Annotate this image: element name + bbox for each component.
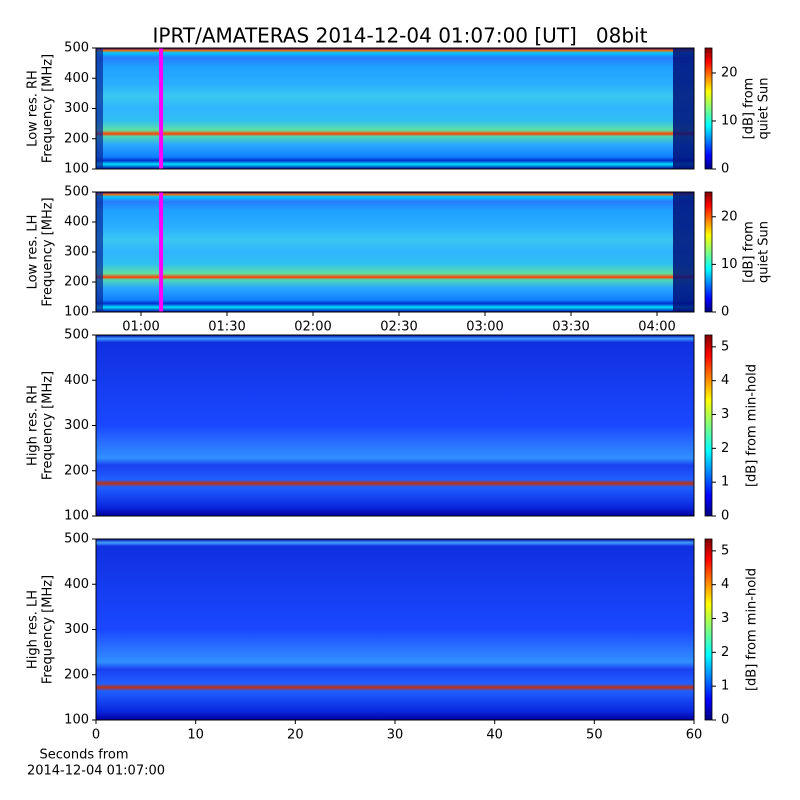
spectrogram-edge [96, 192, 103, 312]
spectrogram [96, 335, 694, 516]
y-tick-label: 300 [64, 622, 89, 637]
y-tick-label: 300 [64, 418, 89, 433]
chart-title: IPRT/AMATERAS 2014-12-04 01:07:00 [UT] 0… [153, 24, 648, 48]
colorbar-label: [dB] from [742, 221, 757, 283]
colorbar [704, 191, 713, 313]
x-tick-label: 10 [187, 728, 204, 743]
colorbar-label: [dB] from [742, 78, 757, 140]
colorbar-tick-label: 10 [721, 257, 738, 272]
y-tick-label: 100 [64, 509, 89, 524]
y-axis-label: Low res. RH [26, 70, 41, 147]
y-axis-label: Frequency [MHz] [41, 371, 56, 480]
x-tick-label: 01:00 [122, 320, 159, 335]
y-axis-label: Frequency [MHz] [41, 197, 56, 306]
y-tick-label: 200 [64, 667, 89, 682]
colorbar-tick-label: 3 [721, 611, 729, 626]
y-axis-label: Frequency [MHz] [41, 575, 56, 684]
x-tick-label: 03:00 [466, 320, 503, 335]
x-tick-label: 30 [387, 728, 404, 743]
colorbar-tick-label: 1 [721, 679, 729, 694]
spectrogram [96, 192, 694, 312]
colorbar-tick-label: 20 [721, 65, 738, 80]
colorbar-tick-label: 20 [721, 209, 738, 224]
colorbar-tick-label: 10 [721, 113, 738, 128]
colorbar-tick-label: 5 [721, 543, 729, 558]
spectrogram-edge [96, 48, 103, 169]
y-tick-label: 500 [64, 41, 89, 56]
y-axis-label: Low res. LH [26, 215, 41, 290]
y-tick-label: 100 [64, 305, 89, 320]
y-tick-label: 100 [64, 162, 89, 177]
x-tick-label: 60 [686, 728, 703, 743]
x-axis-label: Seconds from [39, 748, 128, 763]
x-tick-label: 02:00 [294, 320, 331, 335]
x-tick-label: 04:00 [638, 320, 675, 335]
y-tick-label: 400 [64, 215, 89, 230]
time-marker [159, 48, 164, 169]
y-tick-label: 400 [64, 71, 89, 86]
spectrogram [96, 48, 694, 169]
y-tick-label: 500 [64, 328, 89, 343]
spectrogram-edge [673, 48, 694, 169]
colorbar [704, 47, 713, 170]
colorbar-label: quiet Sun [757, 77, 772, 139]
x-tick-label: 20 [287, 728, 304, 743]
y-tick-label: 300 [64, 245, 89, 260]
x-tick-label: 02:30 [380, 320, 417, 335]
colorbar-tick-label: 0 [721, 162, 729, 177]
x-tick-label: 40 [486, 728, 503, 743]
colorbar-label: quiet Sun [757, 221, 772, 283]
colorbar-tick-label: 0 [721, 713, 729, 728]
colorbar-tick-label: 3 [721, 407, 729, 422]
colorbar-tick-label: 4 [721, 577, 729, 592]
y-axis-label: High res. RH [26, 385, 41, 466]
y-tick-label: 400 [64, 577, 89, 592]
y-axis-label: Frequency [MHz] [41, 54, 56, 163]
colorbar-tick-label: 0 [721, 509, 729, 524]
colorbar-tick-label: 5 [721, 339, 729, 354]
colorbar-label: [dB] from min-hold [745, 364, 760, 487]
y-tick-label: 100 [64, 713, 89, 728]
y-tick-label: 500 [64, 185, 89, 200]
time-marker [159, 192, 164, 312]
x-axis-label: 2014-12-04 01:07:00 [27, 764, 165, 779]
y-tick-label: 200 [64, 131, 89, 146]
y-tick-label: 300 [64, 101, 89, 116]
y-tick-label: 200 [64, 275, 89, 290]
colorbar-tick-label: 4 [721, 373, 729, 388]
y-axis-label: High res. LH [26, 590, 41, 669]
colorbar-tick-label: 2 [721, 645, 729, 660]
spectrogram-edge [673, 192, 694, 312]
colorbar-tick-label: 1 [721, 475, 729, 490]
x-tick-label: 0 [92, 728, 100, 743]
y-tick-label: 200 [64, 463, 89, 478]
colorbar-label: [dB] from min-hold [745, 568, 760, 691]
colorbar-tick-label: 0 [721, 305, 729, 320]
colorbar [704, 538, 713, 721]
y-tick-label: 500 [64, 532, 89, 547]
y-tick-label: 400 [64, 373, 89, 388]
x-tick-label: 03:30 [552, 320, 589, 335]
x-tick-label: 01:30 [208, 320, 245, 335]
spectrogram [96, 539, 694, 720]
colorbar [704, 334, 713, 517]
colorbar-tick-label: 2 [721, 441, 729, 456]
x-tick-label: 50 [586, 728, 603, 743]
